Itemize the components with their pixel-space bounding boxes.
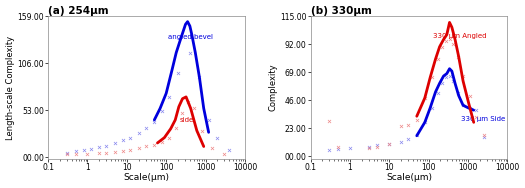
Point xyxy=(449,79,457,82)
Point xyxy=(438,82,446,85)
Point xyxy=(158,110,166,113)
Point xyxy=(465,106,474,109)
Point xyxy=(71,149,80,152)
Point xyxy=(442,76,450,79)
Point xyxy=(141,145,150,148)
Point xyxy=(186,51,194,54)
Point xyxy=(449,43,457,46)
Point xyxy=(165,136,173,139)
Point xyxy=(427,106,436,109)
Point xyxy=(413,133,421,136)
Point xyxy=(165,95,173,98)
Point xyxy=(397,140,405,143)
Point xyxy=(421,121,429,124)
Point xyxy=(119,149,127,152)
Point xyxy=(459,104,467,107)
Point xyxy=(87,148,95,151)
Point xyxy=(190,107,198,110)
Point xyxy=(195,76,204,79)
Text: (b) 330μm: (b) 330μm xyxy=(311,6,372,16)
Point xyxy=(454,92,462,95)
Point xyxy=(434,92,442,95)
Point xyxy=(346,146,354,149)
Point xyxy=(220,153,228,156)
Point xyxy=(177,111,186,114)
Point xyxy=(427,76,436,79)
Point xyxy=(111,141,119,144)
Point xyxy=(62,151,71,154)
Point xyxy=(197,129,206,132)
Y-axis label: Length-scale Complexity: Length-scale Complexity xyxy=(6,36,15,140)
Point xyxy=(95,146,103,149)
Point xyxy=(150,143,159,146)
Point xyxy=(213,136,222,139)
Point xyxy=(225,149,234,152)
Point xyxy=(174,71,182,74)
Point xyxy=(141,126,150,129)
Point xyxy=(325,149,333,152)
Point xyxy=(413,118,421,121)
Point xyxy=(364,145,373,148)
X-axis label: Scale(μm): Scale(μm) xyxy=(386,174,432,182)
Point xyxy=(479,133,488,136)
Y-axis label: Complexity: Complexity xyxy=(268,64,277,111)
Point xyxy=(445,74,454,77)
Point xyxy=(134,132,143,135)
X-axis label: Scale(μm): Scale(μm) xyxy=(123,174,170,182)
Point xyxy=(150,120,159,123)
Point xyxy=(385,143,393,146)
Point xyxy=(438,45,446,48)
Point xyxy=(404,123,412,126)
Text: 330 μm Angled: 330 μm Angled xyxy=(433,33,487,39)
Point xyxy=(465,94,474,97)
Point xyxy=(364,146,373,149)
Point xyxy=(119,139,127,142)
Point xyxy=(158,141,166,144)
Point xyxy=(134,147,143,150)
Point xyxy=(421,96,429,99)
Point xyxy=(334,148,342,151)
Point xyxy=(83,152,92,155)
Point xyxy=(445,38,454,41)
Text: side: side xyxy=(180,118,194,124)
Point xyxy=(79,149,88,152)
Point xyxy=(126,136,134,139)
Point xyxy=(126,149,134,152)
Text: angled bevel: angled bevel xyxy=(168,34,213,40)
Point xyxy=(442,39,450,42)
Point xyxy=(102,144,110,147)
Point xyxy=(204,118,213,121)
Text: 330 μm Side: 330 μm Side xyxy=(461,116,506,122)
Point xyxy=(71,153,80,156)
Point xyxy=(325,120,333,123)
Point xyxy=(373,145,382,148)
Point xyxy=(172,126,181,129)
Point xyxy=(111,150,119,153)
Point xyxy=(385,143,393,146)
Point xyxy=(479,135,488,138)
Point xyxy=(373,144,382,147)
Point xyxy=(102,151,110,154)
Point xyxy=(95,151,103,154)
Point xyxy=(454,55,462,58)
Point xyxy=(459,74,467,77)
Point xyxy=(472,109,480,112)
Point xyxy=(183,101,192,104)
Text: (a) 254μm: (a) 254μm xyxy=(48,6,109,16)
Point xyxy=(434,58,442,61)
Point xyxy=(208,147,217,150)
Point xyxy=(62,153,71,156)
Point xyxy=(397,124,405,127)
Point xyxy=(404,138,412,141)
Point xyxy=(472,116,480,119)
Point xyxy=(334,145,342,148)
